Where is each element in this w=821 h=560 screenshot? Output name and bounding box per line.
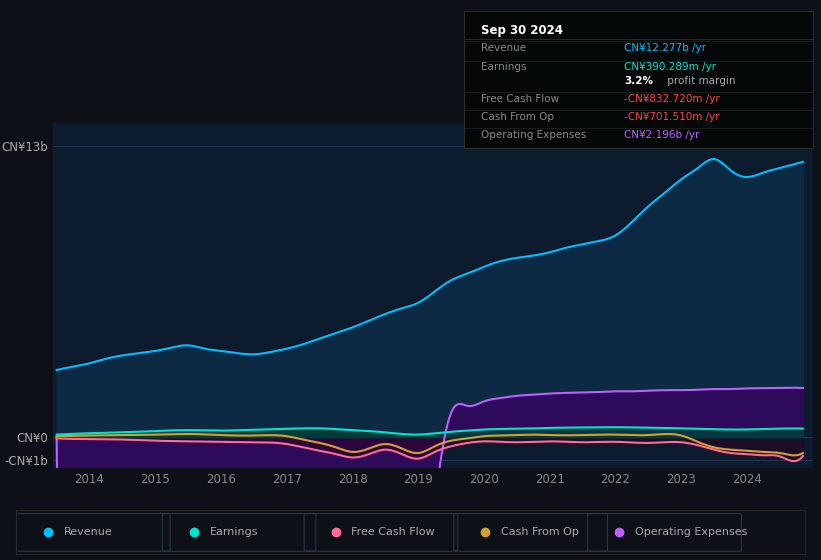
Text: Cash From Op: Cash From Op [501,527,579,537]
Text: Free Cash Flow: Free Cash Flow [351,527,435,537]
Text: CN¥2.196b /yr: CN¥2.196b /yr [624,130,699,139]
Text: Operating Expenses: Operating Expenses [635,527,747,537]
Text: profit margin: profit margin [664,76,736,86]
Text: Earnings: Earnings [481,63,527,72]
Text: 3.2%: 3.2% [624,76,654,86]
Text: Revenue: Revenue [481,43,526,53]
Text: Earnings: Earnings [209,527,258,537]
Text: Revenue: Revenue [64,527,112,537]
Text: Operating Expenses: Operating Expenses [481,130,586,139]
Text: Cash From Op: Cash From Op [481,112,554,122]
Text: CN¥390.289m /yr: CN¥390.289m /yr [624,63,717,72]
Text: -CN¥832.720m /yr: -CN¥832.720m /yr [624,94,720,104]
Text: CN¥12.277b /yr: CN¥12.277b /yr [624,43,706,53]
Text: -CN¥701.510m /yr: -CN¥701.510m /yr [624,112,720,122]
Text: Sep 30 2024: Sep 30 2024 [481,24,563,36]
Text: Free Cash Flow: Free Cash Flow [481,94,559,104]
